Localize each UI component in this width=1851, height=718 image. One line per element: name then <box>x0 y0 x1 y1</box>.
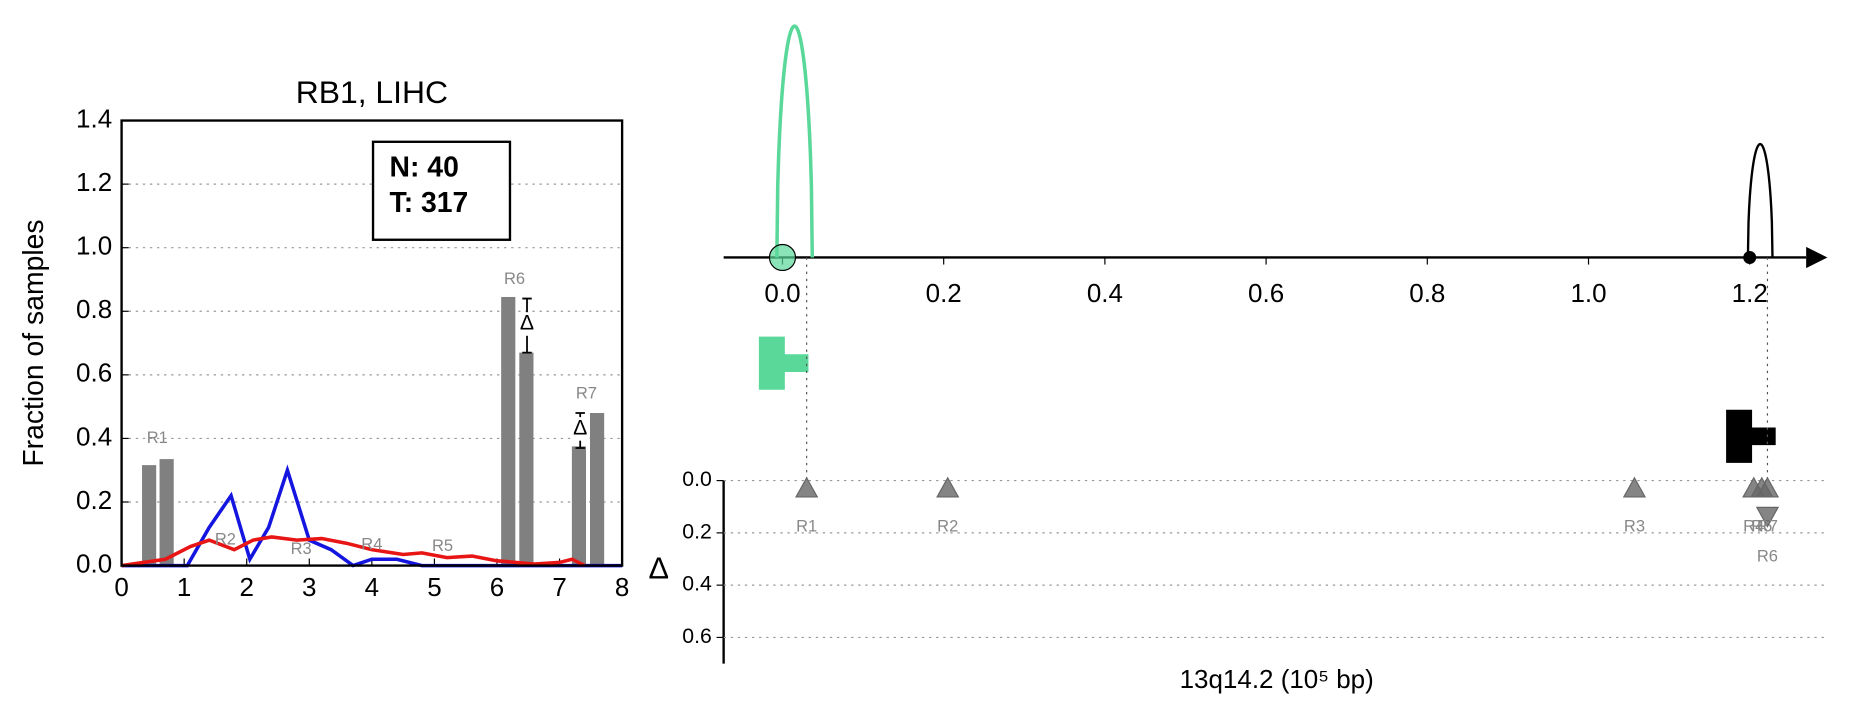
x-tick-label: 0.4 <box>1087 278 1123 308</box>
y-tick-label: 0.2 <box>682 519 712 543</box>
region-label: R1 <box>796 517 817 536</box>
x-axis-label: 13q14.2 (10⁵ bp) <box>1180 664 1374 694</box>
region-label: R3 <box>1624 517 1645 536</box>
x-tick-label: 1.0 <box>1570 278 1606 308</box>
region-marker <box>1755 506 1780 528</box>
region-marker <box>936 476 960 498</box>
bar <box>571 446 587 566</box>
y-tick-label: 0.6 <box>76 358 112 388</box>
x-tick-label: 2 <box>239 572 253 602</box>
gene-glyph <box>1726 409 1776 463</box>
peak <box>1746 142 1774 258</box>
gene-glyph <box>758 336 809 390</box>
y-tick-label: 0.2 <box>76 485 112 515</box>
x-tick-label: 1.2 <box>1732 278 1768 308</box>
x-tick-label: 0.0 <box>764 278 800 308</box>
plot-frame <box>120 119 624 567</box>
x-tick-label: 6 <box>490 572 504 602</box>
region-label: R1 <box>147 428 168 447</box>
y-tick-label: 1.4 <box>76 103 112 133</box>
peak <box>775 24 815 258</box>
y-tick-label: 0.4 <box>76 421 112 451</box>
x-tick-label: 4 <box>365 572 379 602</box>
line-series <box>121 535 586 568</box>
bar <box>501 296 516 566</box>
x-tick-label: 8 <box>615 572 629 602</box>
x-tick-label: 0.2 <box>926 278 962 308</box>
x-tick-label: 1 <box>177 572 191 602</box>
axis-arrow <box>1806 246 1828 269</box>
y-axis-label: Δ <box>648 550 669 585</box>
y-tick-label: 0.4 <box>682 572 712 596</box>
x-tick-label: 0.8 <box>1409 278 1445 308</box>
site-marker <box>1743 250 1757 264</box>
x-tick-label: 0.6 <box>1248 278 1284 308</box>
x-tick-label: 3 <box>302 572 316 602</box>
region-label: R3 <box>291 539 312 558</box>
x-tick-label: 0 <box>114 572 128 602</box>
region-label: R4 <box>361 534 382 553</box>
region-marker <box>1755 476 1780 498</box>
region-marker <box>795 476 819 498</box>
annotation-box <box>371 140 512 241</box>
region-label: R6 <box>1757 547 1778 566</box>
chart-title: RB1, LIHC <box>296 74 448 110</box>
y-tick-label: 0.8 <box>76 294 112 324</box>
bar <box>159 459 174 566</box>
region-label: R2 <box>215 530 236 549</box>
y-tick-label: 0.0 <box>76 548 112 578</box>
region-label: R2 <box>937 517 958 536</box>
annotation-line: N: 40 <box>390 151 459 183</box>
bar <box>519 352 534 566</box>
delta-marker: Δ <box>520 311 534 335</box>
region-label: R7 <box>576 383 597 402</box>
site-marker <box>768 243 797 272</box>
delta-bg <box>570 417 590 441</box>
region-label: R7 <box>1757 517 1778 536</box>
y-tick-label: 1.0 <box>76 231 112 261</box>
y-tick-label: 1.2 <box>76 167 112 197</box>
delta-marker: Δ <box>573 416 587 440</box>
y-tick-label: 0.0 <box>682 467 712 491</box>
delta-bg <box>517 312 537 336</box>
region-marker <box>1622 476 1647 498</box>
y-axis-label: Fraction of samples <box>18 219 50 466</box>
bar <box>142 465 157 566</box>
region-label: R6 <box>504 269 525 288</box>
y-tick-label: 0.6 <box>682 624 712 648</box>
region-label: R5 <box>432 536 453 555</box>
region-label: R4 <box>1743 517 1764 536</box>
annotation-line: T: 317 <box>390 187 469 219</box>
bar <box>590 412 605 566</box>
x-tick-label: 7 <box>552 572 566 602</box>
x-tick-label: 5 <box>427 572 441 602</box>
